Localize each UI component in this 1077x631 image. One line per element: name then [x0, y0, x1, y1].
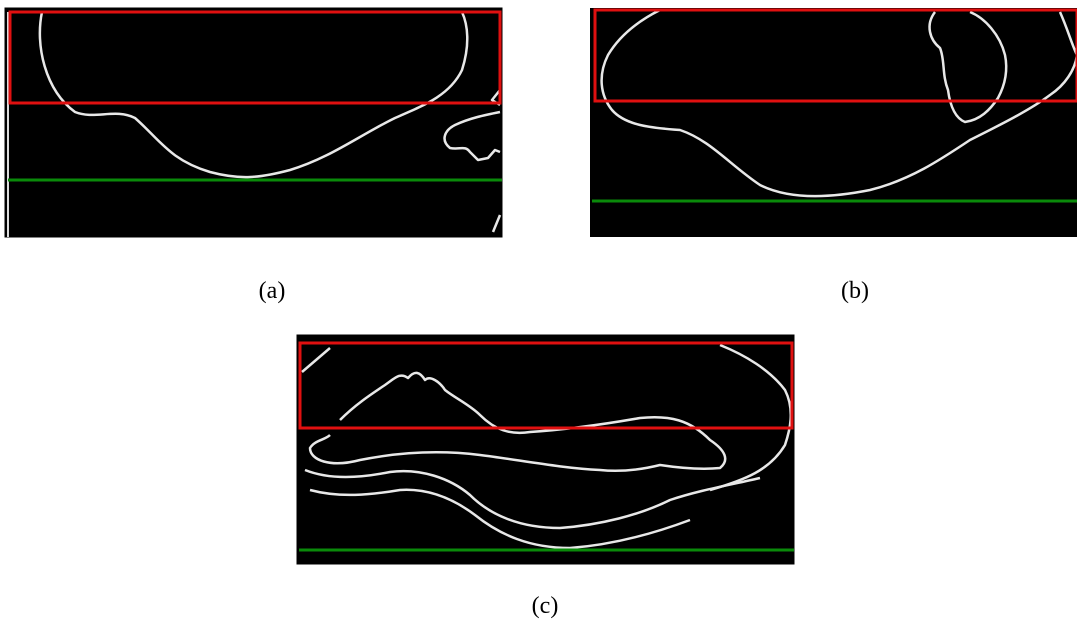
- caption: (b): [841, 278, 869, 304]
- panel-c: (c): [297, 335, 794, 619]
- caption: (a): [259, 278, 286, 304]
- panel-b: (b): [590, 8, 1077, 304]
- image-c: [297, 335, 794, 564]
- image-a: [5, 8, 502, 237]
- caption: (c): [532, 593, 559, 619]
- panel-a: (a): [5, 8, 502, 304]
- figure: (a) (b) (c): [0, 0, 1077, 631]
